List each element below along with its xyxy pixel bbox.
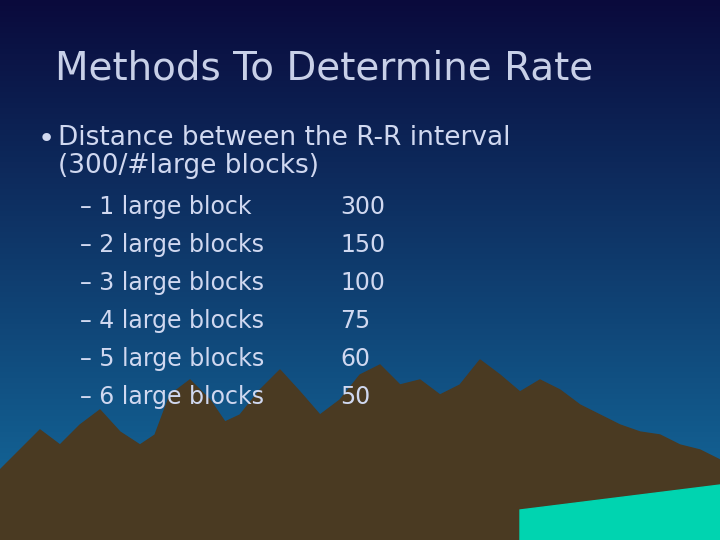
Text: •: • bbox=[38, 125, 55, 153]
Text: 100: 100 bbox=[340, 271, 385, 295]
Text: (300/#large blocks): (300/#large blocks) bbox=[58, 153, 319, 179]
Text: 75: 75 bbox=[340, 309, 370, 333]
Text: Methods To Determine Rate: Methods To Determine Rate bbox=[55, 50, 593, 88]
Text: – 1 large block: – 1 large block bbox=[80, 195, 251, 219]
Text: 50: 50 bbox=[340, 385, 370, 409]
Text: 60: 60 bbox=[340, 347, 370, 371]
Text: – 6 large blocks: – 6 large blocks bbox=[80, 385, 264, 409]
Text: Distance between the R-R interval: Distance between the R-R interval bbox=[58, 125, 510, 151]
Text: – 5 large blocks: – 5 large blocks bbox=[80, 347, 264, 371]
Text: – 4 large blocks: – 4 large blocks bbox=[80, 309, 264, 333]
Polygon shape bbox=[520, 485, 720, 540]
Text: – 2 large blocks: – 2 large blocks bbox=[80, 233, 264, 257]
Text: – 3 large blocks: – 3 large blocks bbox=[80, 271, 264, 295]
Text: 300: 300 bbox=[340, 195, 385, 219]
Polygon shape bbox=[0, 360, 720, 540]
Text: 150: 150 bbox=[340, 233, 385, 257]
